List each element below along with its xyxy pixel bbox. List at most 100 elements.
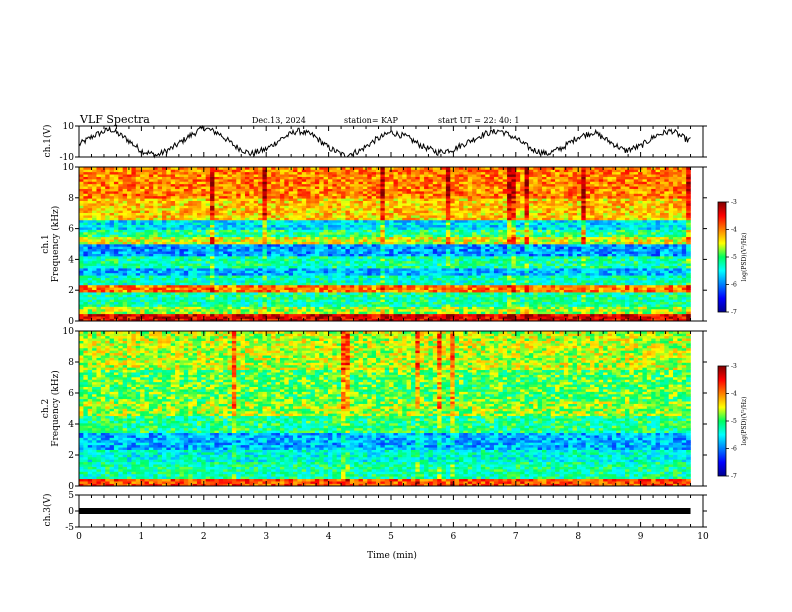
spectrogram-cell — [271, 268, 276, 271]
spectrogram-cell — [87, 308, 93, 312]
spectrogram-cell — [293, 241, 298, 245]
spectrogram-cell — [205, 296, 211, 300]
spectrogram-cell — [275, 272, 281, 276]
spectrogram-cell — [393, 306, 399, 310]
spectrogram-cell — [175, 268, 180, 271]
spectrogram-cell — [415, 241, 421, 245]
spectrogram-cell — [611, 289, 617, 293]
spectrogram-cell — [528, 246, 534, 250]
spectrogram-cell — [629, 308, 635, 312]
spectrogram-cell — [118, 277, 123, 281]
spectrogram-cell — [345, 236, 351, 240]
spectrogram-cell — [585, 277, 591, 281]
spectrogram-cell — [345, 246, 351, 250]
spectrogram-cell — [284, 260, 289, 264]
spectrogram-cell — [445, 275, 451, 278]
spectrogram-cell — [681, 239, 687, 242]
spectrogram-cell — [651, 311, 656, 315]
spectrogram-cell — [214, 311, 220, 315]
spectrogram-cell — [441, 263, 447, 266]
spectrogram-cell — [673, 301, 678, 305]
spectrogram-cell — [336, 251, 342, 254]
spectrogram-cell — [327, 270, 333, 274]
spectrogram-cell — [572, 263, 578, 266]
spectrogram-cell — [493, 277, 499, 281]
spectrogram-cell — [183, 239, 189, 242]
spectrogram-cell — [537, 241, 543, 245]
spectrogram-cell — [463, 311, 469, 315]
spectrogram-cell — [380, 270, 386, 274]
spectrogram-cell — [537, 246, 543, 250]
spectrogram-cell — [576, 284, 582, 288]
spectrogram-cell — [96, 253, 102, 257]
spectrogram-cell — [511, 236, 517, 240]
spectrogram-cell — [341, 265, 346, 269]
spectrogram-cell — [594, 239, 600, 242]
spectrogram-cell — [677, 316, 683, 319]
spectrogram-cell — [389, 277, 394, 281]
spectrogram-cell — [437, 251, 442, 254]
spectrogram-cell — [105, 313, 110, 317]
spectrogram-cell — [528, 248, 534, 252]
spectrogram-cell — [428, 280, 434, 283]
spectrogram-cell — [594, 313, 600, 317]
spectrogram-cell — [236, 241, 241, 245]
spectrogram-cell — [454, 246, 460, 250]
spectrogram-cell — [502, 275, 508, 278]
spectrogram-cell — [568, 299, 573, 303]
spectrogram-cell — [284, 318, 289, 322]
spectrogram-cell — [489, 296, 495, 300]
spectrogram-cell — [524, 287, 530, 291]
spectrogram-cell — [542, 287, 547, 291]
spectrogram-cell — [87, 239, 93, 242]
spectrogram-cell — [297, 246, 303, 250]
spectrogram-cell — [275, 248, 281, 252]
spectrogram-cell — [249, 268, 255, 271]
spectrogram-cell — [301, 296, 307, 300]
spectrogram-cell — [673, 268, 678, 271]
spectrogram-cell — [476, 311, 482, 315]
spectrogram-cell — [581, 248, 586, 252]
spectrogram-cell — [664, 277, 669, 281]
spectrogram-cell — [638, 275, 643, 278]
spectrogram-cell — [157, 236, 163, 240]
spectrogram-cell — [555, 268, 560, 271]
spectrogram-cell — [327, 292, 333, 295]
spectrogram-cell — [603, 272, 608, 276]
spectrogram-cell — [258, 270, 263, 274]
spectrogram-cell — [594, 253, 600, 257]
spectrogram-cell — [336, 289, 342, 293]
spectrogram-cell — [441, 248, 447, 252]
spectrogram-cell — [227, 256, 233, 259]
spectrogram-cell — [590, 275, 595, 278]
spectrogram-cell — [485, 318, 490, 322]
spectrogram-cell — [92, 241, 97, 245]
spectrogram-cell — [161, 280, 167, 283]
spectrogram-cell — [659, 292, 665, 295]
spectrogram-cell — [118, 256, 123, 259]
spectrogram-cell — [113, 316, 119, 319]
spectrogram-cell — [555, 313, 560, 317]
spectrogram-cell — [380, 282, 386, 286]
spectrogram-cell — [157, 246, 163, 250]
spectrogram-cell — [332, 306, 338, 310]
spectrogram-cell — [358, 265, 364, 269]
spectrogram-cell — [450, 246, 455, 250]
spectrogram-cell — [314, 311, 320, 315]
spectrogram-cell — [279, 246, 285, 250]
spectrogram-cell — [677, 270, 683, 274]
spectrogram-cell — [79, 275, 84, 278]
spectrogram-cell — [249, 241, 255, 245]
spectrogram-cell — [664, 260, 669, 264]
spectrogram-cell — [594, 301, 600, 305]
spectrogram-cell — [410, 268, 416, 271]
spectrogram-cell — [528, 313, 534, 317]
spectrogram-cell — [432, 253, 438, 257]
spectrogram-cell — [489, 246, 495, 250]
spectrogram-cell — [210, 265, 215, 269]
spectrogram-cell — [428, 244, 434, 247]
spectrogram-cell — [441, 318, 447, 322]
spectrogram-cell — [502, 236, 508, 240]
spectrogram-cell — [594, 311, 600, 315]
spectrogram-cell — [550, 241, 556, 245]
